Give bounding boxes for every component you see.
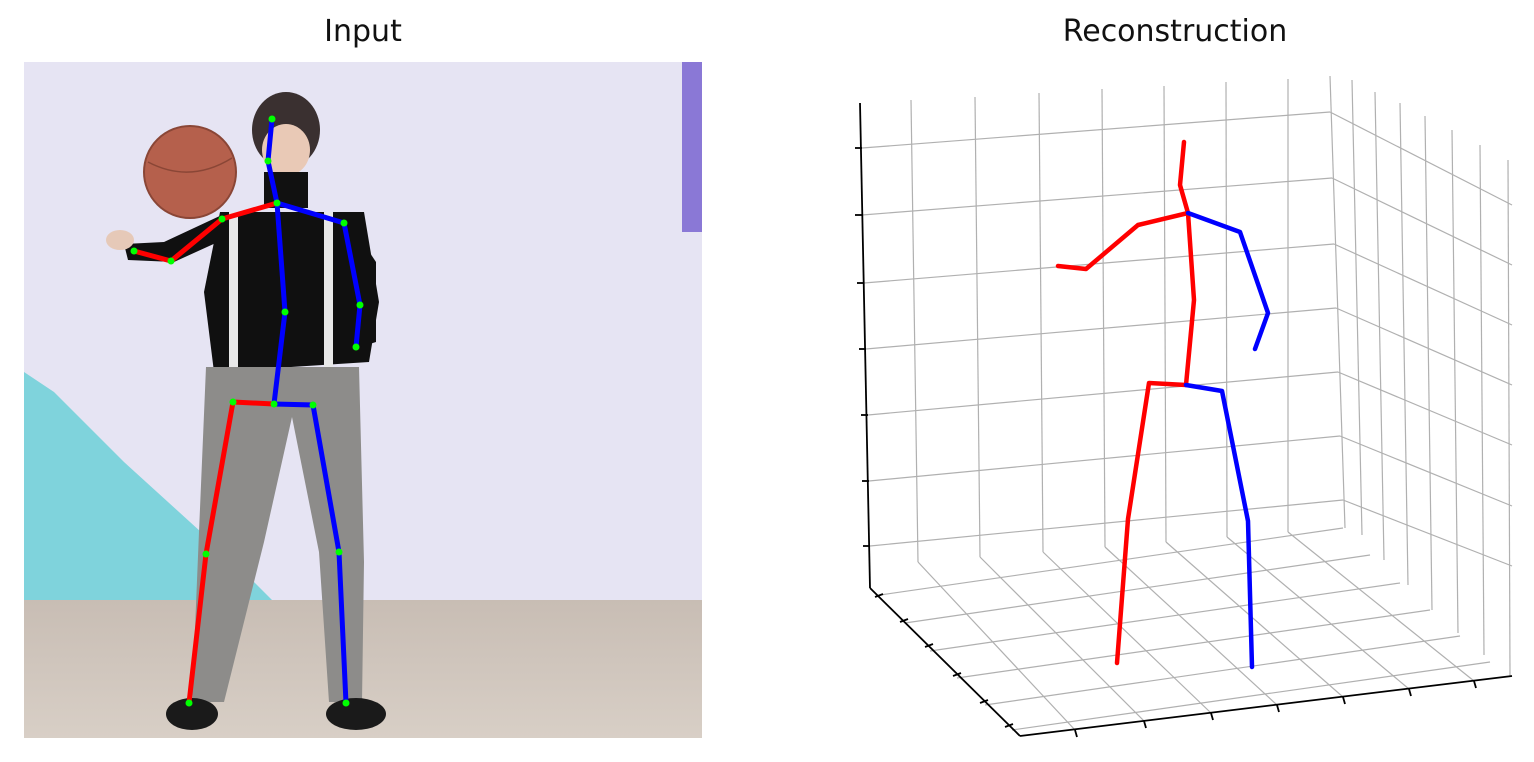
joint-r-hip [229, 398, 237, 406]
bone-left-leg [271, 401, 349, 706]
joint-r-elbow [167, 257, 175, 265]
bone-right-leg [186, 399, 277, 706]
bone-left-arm [274, 200, 363, 350]
z-axis [859, 102, 871, 589]
axes [855, 102, 1513, 738]
purple-decoration [682, 62, 702, 232]
x-axis [1019, 675, 1513, 737]
bone3d-head-neck [1177, 139, 1191, 216]
joint-l-hip [309, 401, 317, 409]
joint-l-elbow [356, 301, 364, 309]
bone3d-right-leg [1114, 380, 1189, 666]
joint-head [268, 115, 276, 123]
input-title: Input [324, 14, 402, 49]
bone3d-spine [1183, 210, 1197, 388]
bone3d-left-leg [1183, 382, 1255, 670]
joint-spine [281, 308, 289, 316]
skeleton-3d [1055, 139, 1271, 670]
joint-l-ankle [342, 699, 350, 707]
joint-neck [264, 157, 272, 165]
joint-hip [270, 400, 278, 408]
joint-r-wrist [130, 247, 138, 255]
bone-right-arm [131, 200, 280, 264]
joint-r-shoulder [218, 215, 226, 223]
joint-l-wrist [352, 343, 360, 351]
joint-l-shoulder [340, 219, 348, 227]
y-axis [869, 587, 1021, 737]
reconstruction-plot [855, 75, 1513, 738]
bone3d-right-arm [1055, 210, 1191, 272]
joint-l-knee [335, 548, 343, 556]
joint-r-knee [202, 550, 210, 558]
input-image [24, 62, 702, 738]
joint-thorax [273, 199, 281, 207]
joint-r-ankle [185, 699, 193, 707]
reconstruction-title: Reconstruction [1062, 14, 1288, 49]
grid-lines [861, 75, 1513, 731]
joints-2d [130, 115, 364, 707]
basketball [143, 125, 237, 219]
bone3d-left-arm [1185, 210, 1271, 352]
